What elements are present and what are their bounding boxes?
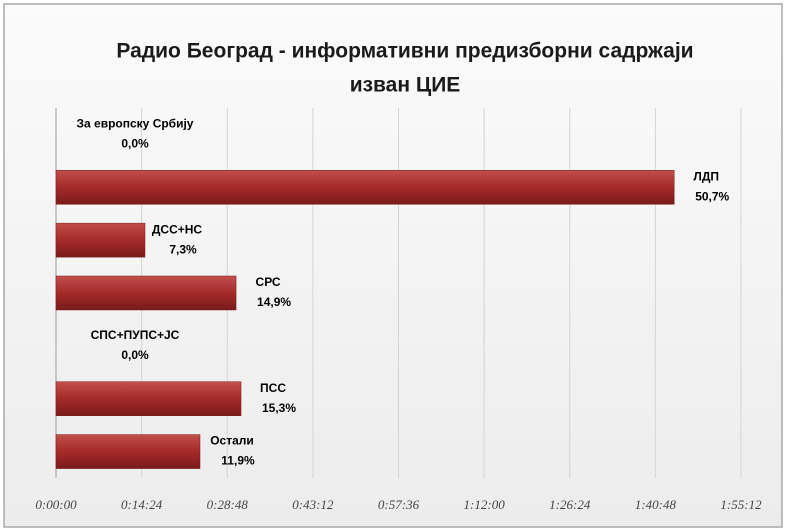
data-label-percent: 11,9% [221,454,255,468]
data-label-name: ЛДП [693,169,719,183]
bar [55,434,201,469]
x-tick-label: 0:28:48 [207,497,249,512]
x-tick-label: 1:26:24 [549,497,591,512]
data-label-name: За европску Србију [77,117,194,131]
x-tick-label: 0:43:12 [292,497,334,512]
data-label-name: ПСС [260,381,286,395]
x-tick-label: 1:40:48 [635,497,677,512]
x-tick-label: 0:57:36 [378,497,420,512]
bar [55,170,675,205]
x-tick-label: 0:00:00 [35,497,77,512]
data-label-name: Остали [210,434,254,448]
data-label-name: СПС+ПУПС+ЈС [91,328,180,342]
bar [55,222,146,258]
x-tick-label: 1:12:00 [464,497,506,512]
data-label-name: ДСС+НС [152,222,203,236]
bar [55,381,242,416]
data-label-percent: 0,0% [121,348,149,362]
data-label-percent: 7,3% [169,242,197,256]
data-label-percent: 0,0% [121,137,149,151]
data-label-percent: 14,9% [257,295,291,309]
data-label-name: СРС [256,275,281,289]
data-label-percent: 15,3% [262,401,296,415]
chart-title: изван ЦИЕ [350,74,461,97]
x-tick-label: 1:55:12 [720,497,762,512]
data-label-percent: 50,7% [695,189,729,203]
bar [55,275,237,311]
chart-title: Радио Београд - информативни предизборни… [116,40,693,63]
x-tick-label: 0:14:24 [121,497,163,512]
